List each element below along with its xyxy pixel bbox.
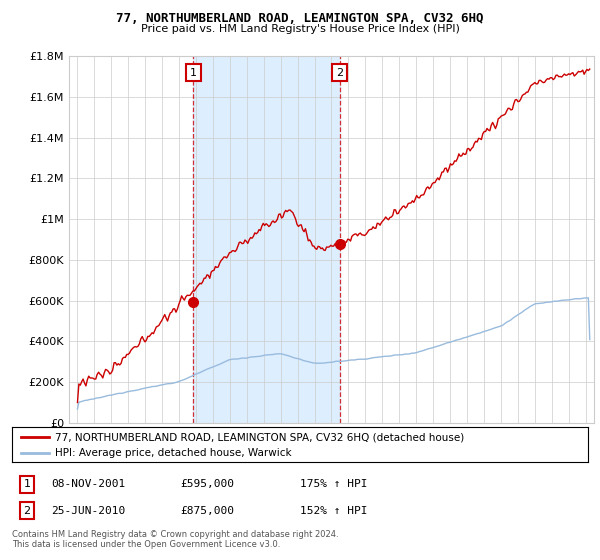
Text: 77, NORTHUMBERLAND ROAD, LEAMINGTON SPA, CV32 6HQ (detached house): 77, NORTHUMBERLAND ROAD, LEAMINGTON SPA,… xyxy=(55,432,464,442)
Text: £595,000: £595,000 xyxy=(180,479,234,489)
Text: 77, NORTHUMBERLAND ROAD, LEAMINGTON SPA, CV32 6HQ: 77, NORTHUMBERLAND ROAD, LEAMINGTON SPA,… xyxy=(116,12,484,25)
Text: 1: 1 xyxy=(190,68,197,77)
Text: 152% ↑ HPI: 152% ↑ HPI xyxy=(300,506,367,516)
Text: 175% ↑ HPI: 175% ↑ HPI xyxy=(300,479,367,489)
Text: 08-NOV-2001: 08-NOV-2001 xyxy=(51,479,125,489)
Text: Price paid vs. HM Land Registry's House Price Index (HPI): Price paid vs. HM Land Registry's House … xyxy=(140,24,460,34)
Text: 2: 2 xyxy=(336,68,343,77)
Bar xyxy=(193,56,340,423)
Text: 25-JUN-2010: 25-JUN-2010 xyxy=(51,506,125,516)
Text: HPI: Average price, detached house, Warwick: HPI: Average price, detached house, Warw… xyxy=(55,449,292,458)
Text: This data is licensed under the Open Government Licence v3.0.: This data is licensed under the Open Gov… xyxy=(12,540,280,549)
Text: Contains HM Land Registry data © Crown copyright and database right 2024.: Contains HM Land Registry data © Crown c… xyxy=(12,530,338,539)
Text: 1: 1 xyxy=(23,479,31,489)
Text: £875,000: £875,000 xyxy=(180,506,234,516)
Text: 2: 2 xyxy=(23,506,31,516)
